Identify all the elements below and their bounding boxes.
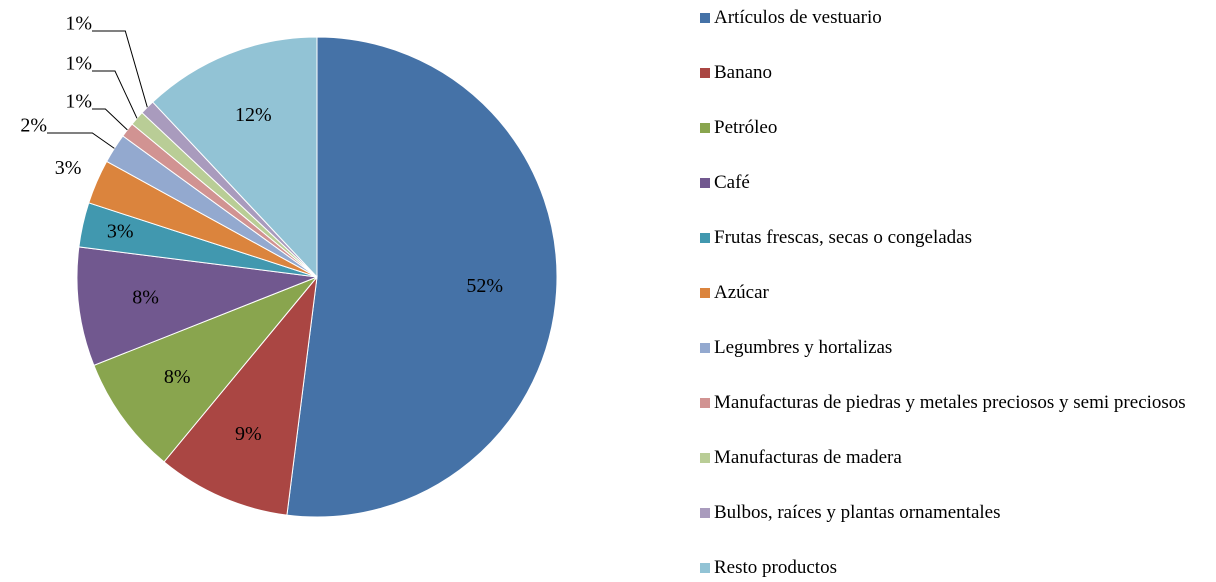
chart: 52% 9% 8% 8% 3% 3% 2% 1% 1% 1% 12% <box>20 13 558 518</box>
legend-item: Banano <box>700 61 1210 85</box>
leader-line <box>47 132 115 149</box>
data-label: 1% <box>65 91 92 113</box>
legend-item: Azúcar <box>700 281 1210 305</box>
legend-swatch <box>700 398 710 408</box>
pie-slice <box>286 36 558 518</box>
legend-label: Banano <box>714 62 773 83</box>
data-label: 3% <box>55 157 82 179</box>
legend-item: Frutas frescas, secas o congeladas <box>700 226 1210 250</box>
legend-label: Artículos de vestuario <box>714 7 882 28</box>
pie-slice <box>163 275 318 516</box>
legend-label: Café <box>714 172 750 193</box>
legend-label: Manufacturas de piedras y metales precio… <box>714 392 1186 413</box>
data-label: 8% <box>164 366 191 388</box>
legend-item: Bulbos, raíces y plantas ornamentales <box>700 501 1210 525</box>
leader-line <box>92 70 138 119</box>
legend-swatch <box>700 233 710 243</box>
legend-item: Café <box>700 171 1210 195</box>
legend-swatch <box>700 68 710 78</box>
pie-slice <box>76 246 318 366</box>
data-label: 8% <box>132 286 159 308</box>
pie-slice <box>93 276 318 463</box>
data-label: 52% <box>466 275 503 297</box>
legend-item: Resto productos <box>700 556 1210 580</box>
legend-swatch <box>700 13 710 23</box>
legend-item: Legumbres y hortalizas <box>700 336 1210 360</box>
pie-slice <box>152 36 318 279</box>
legend-swatch <box>700 343 710 353</box>
leader-line <box>92 108 128 131</box>
legend-label: Azúcar <box>714 282 769 303</box>
data-label: 9% <box>235 423 262 445</box>
data-label: 3% <box>107 221 134 243</box>
legend-label: Manufacturas de madera <box>714 447 902 468</box>
legend-swatch <box>700 123 710 133</box>
legend-label: Petróleo <box>714 117 778 138</box>
data-label: 1% <box>65 53 92 75</box>
legend-item: Manufacturas de madera <box>700 446 1210 470</box>
legend-swatch <box>700 288 710 298</box>
legend-swatch <box>700 453 710 463</box>
legend-item: Artículos de vestuario <box>700 6 1210 30</box>
leader-line <box>92 30 148 108</box>
legend-label: Frutas frescas, secas o congeladas <box>714 227 972 248</box>
legend-swatch <box>700 563 710 573</box>
legend-swatch <box>700 178 710 188</box>
data-label: 2% <box>20 115 47 137</box>
legend-item: Manufacturas de piedras y metales precio… <box>700 391 1210 415</box>
legend-label: Resto productos <box>714 557 837 578</box>
legend-swatch <box>700 508 710 518</box>
data-label: 1% <box>65 13 92 35</box>
legend-label: Legumbres y hortalizas <box>714 337 893 358</box>
legend-item: Petróleo <box>700 116 1210 140</box>
legend-label: Bulbos, raíces y plantas ornamentales <box>714 502 1001 523</box>
data-label: 12% <box>235 104 272 126</box>
